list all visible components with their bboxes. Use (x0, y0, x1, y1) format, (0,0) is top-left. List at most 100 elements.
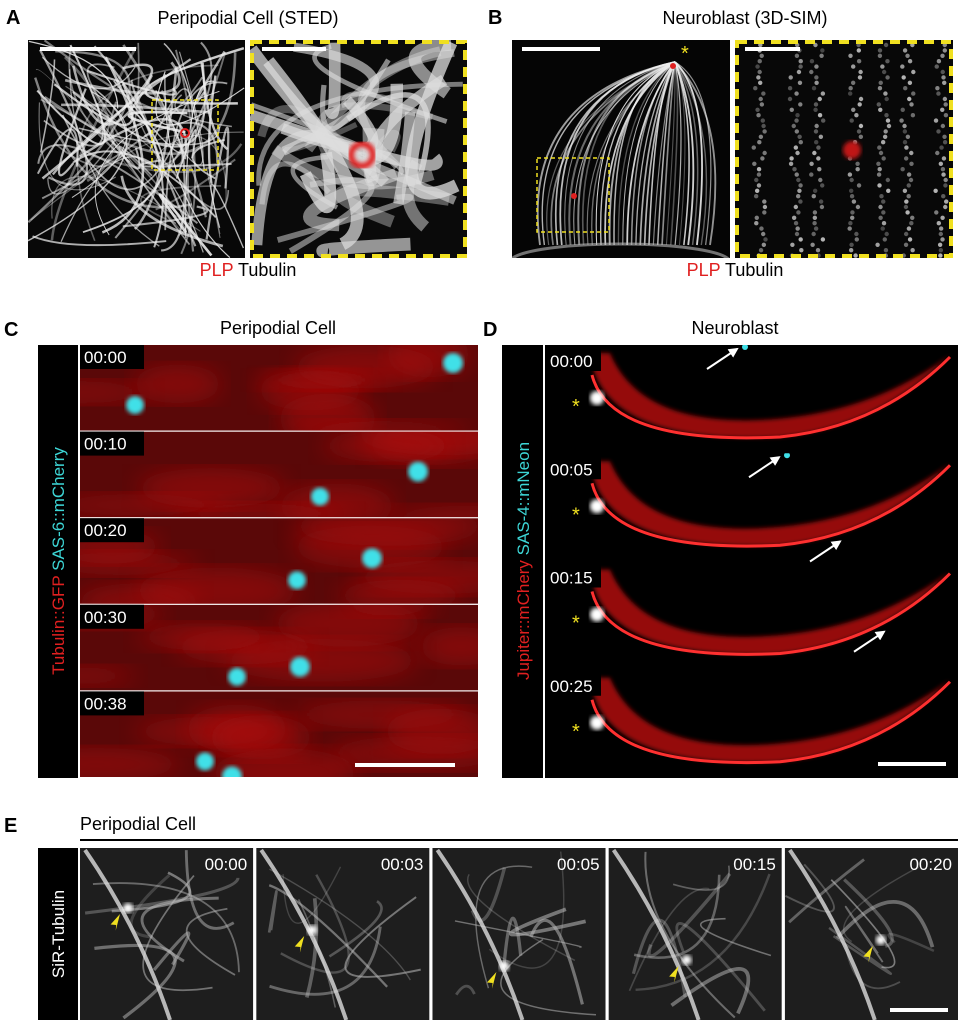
red-haze (321, 431, 453, 462)
spindle-fiber (564, 61, 676, 246)
arrowhead (486, 971, 497, 989)
red-haze (212, 748, 357, 778)
image-panel (80, 848, 254, 1020)
speckle (911, 69, 916, 75)
speckle (942, 134, 947, 139)
speckle (902, 129, 908, 134)
speckle (798, 140, 803, 145)
speckle (903, 242, 909, 247)
image-panel (545, 561, 958, 670)
fiber (68, 46, 131, 163)
speckle (851, 199, 857, 204)
stamp-bg (80, 431, 144, 456)
fiber (887, 932, 935, 953)
speckle (880, 140, 886, 145)
speckle (820, 118, 826, 123)
speckle (762, 199, 767, 204)
speckle (797, 188, 802, 193)
speckle (795, 226, 800, 231)
asterisk: * (572, 721, 580, 743)
spindle-fiber (674, 61, 682, 246)
inset-frame (250, 40, 467, 258)
inset-box (536, 157, 610, 233)
speckle (847, 172, 853, 177)
speckle (820, 48, 825, 53)
speckle (763, 237, 768, 242)
speckle (933, 118, 939, 123)
channel-sas4: SAS-4::mNeon (514, 442, 533, 555)
speckle (940, 123, 946, 129)
fiber (72, 150, 217, 218)
fiber (269, 868, 411, 981)
fiber (316, 237, 411, 258)
fiber (118, 145, 191, 246)
channel-sas6: SAS-6::mCherry (49, 447, 68, 571)
speckle (788, 75, 793, 80)
fiber (84, 877, 240, 915)
speckle (882, 134, 888, 139)
legend-plp: PLP (687, 260, 721, 280)
fiber (844, 905, 884, 963)
speckle (812, 188, 818, 193)
speckle (798, 199, 803, 204)
fiber (205, 126, 230, 240)
speckle (849, 177, 854, 183)
speckle (936, 129, 941, 134)
speckle (938, 253, 943, 258)
timestamp: 00:20 (909, 855, 952, 874)
speckle (848, 188, 854, 193)
arrowhead (669, 965, 679, 983)
channel-label: Jupiter::mChery SAS-4::mNeon (514, 442, 533, 680)
speckle (809, 59, 815, 64)
speckle (795, 113, 800, 118)
speckle (936, 221, 942, 226)
fiber (94, 90, 220, 236)
speckle (848, 53, 853, 58)
speckle (943, 177, 948, 183)
speckle (761, 242, 767, 247)
speckle (855, 161, 860, 166)
fiber (102, 128, 141, 170)
speckle (885, 118, 891, 123)
speckle (813, 107, 818, 113)
speckle (789, 107, 794, 113)
fiber (32, 235, 167, 247)
spindle-fiber (559, 61, 676, 246)
speckle (878, 215, 883, 220)
speckle (759, 226, 764, 231)
image-background (608, 848, 782, 1020)
speckle (884, 113, 889, 118)
speckle (902, 48, 908, 53)
centriole-spot (288, 571, 306, 590)
speckle (883, 129, 888, 134)
speckle (795, 194, 801, 199)
speckle (816, 156, 821, 161)
speckle (886, 123, 892, 129)
speckle (884, 231, 889, 237)
image-panel (80, 345, 478, 431)
speckle (798, 59, 803, 64)
speckle (879, 194, 884, 199)
channel-jupiter: Jupiter::mChery (514, 560, 533, 680)
speckle (910, 215, 915, 220)
speckle (902, 188, 908, 193)
speckle (944, 199, 949, 204)
speckle (819, 204, 825, 210)
speckle (937, 242, 943, 247)
speckle (759, 102, 765, 107)
cell-edge (590, 464, 952, 548)
speckle (856, 183, 862, 188)
speckle (938, 226, 944, 231)
image-panel (28, 40, 245, 258)
fiber (43, 102, 104, 147)
speckle (934, 210, 939, 215)
speckle (875, 242, 880, 247)
speckle (756, 75, 761, 80)
red-haze (133, 364, 222, 404)
speckle (812, 150, 817, 156)
inset-box (151, 99, 219, 171)
speckle (878, 150, 884, 156)
panel-title: Peripodial Cell (STED) (157, 8, 338, 28)
speckle (817, 113, 823, 118)
speckle (878, 107, 883, 113)
